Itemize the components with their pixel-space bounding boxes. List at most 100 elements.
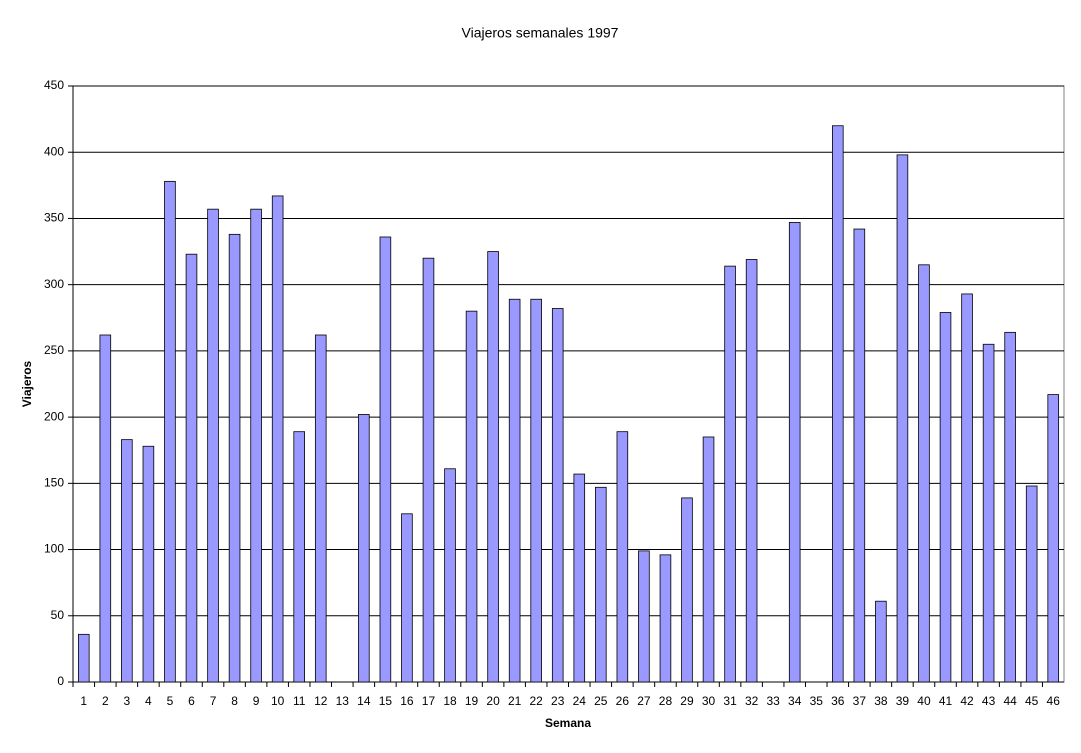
x-tick-label: 6 bbox=[188, 694, 195, 708]
x-tick-label: 45 bbox=[1025, 694, 1039, 708]
x-tick-label: 27 bbox=[637, 694, 651, 708]
bar bbox=[487, 251, 499, 683]
bar bbox=[164, 180, 176, 683]
y-tick-label: 50 bbox=[51, 608, 65, 622]
bar bbox=[918, 264, 930, 683]
bar bbox=[573, 473, 586, 683]
bar bbox=[724, 265, 736, 683]
bar bbox=[681, 497, 693, 683]
bar bbox=[551, 308, 564, 683]
x-tick-label: 41 bbox=[939, 694, 953, 708]
bar bbox=[616, 431, 629, 683]
x-tick-label: 20 bbox=[486, 694, 500, 708]
y-tick-label: 200 bbox=[44, 409, 64, 423]
bar bbox=[142, 445, 155, 683]
x-tick-label: 24 bbox=[573, 694, 587, 708]
bar bbox=[250, 208, 262, 683]
plot-area bbox=[72, 85, 1065, 683]
bar bbox=[1004, 331, 1016, 683]
x-tick-label: 16 bbox=[400, 694, 414, 708]
bar bbox=[379, 236, 392, 683]
x-tick-label: 37 bbox=[853, 694, 867, 708]
bar bbox=[422, 257, 435, 683]
bar bbox=[961, 293, 973, 683]
x-tick-label: 34 bbox=[788, 694, 802, 708]
x-tick-label: 22 bbox=[530, 694, 544, 708]
x-tick-label: 30 bbox=[702, 694, 716, 708]
bar bbox=[595, 486, 607, 683]
bar bbox=[121, 439, 133, 683]
bar bbox=[1025, 485, 1038, 683]
y-tick-label: 300 bbox=[44, 277, 64, 291]
x-tick-label: 43 bbox=[982, 694, 996, 708]
x-tick-label: 3 bbox=[124, 694, 131, 708]
x-tick-label: 5 bbox=[167, 694, 174, 708]
x-tick-label: 12 bbox=[314, 694, 328, 708]
chart-title: Viajeros semanales 1997 bbox=[462, 25, 619, 41]
x-tick-label: 42 bbox=[960, 694, 974, 708]
x-tick-label: 10 bbox=[271, 694, 285, 708]
x-tick-label: 28 bbox=[659, 694, 673, 708]
x-tick-label: 26 bbox=[616, 694, 630, 708]
y-tick-label: 400 bbox=[44, 144, 64, 158]
x-tick-label: 46 bbox=[1047, 694, 1061, 708]
x-tick-label: 39 bbox=[896, 694, 910, 708]
x-axis-title: Semana bbox=[545, 716, 591, 730]
bar bbox=[638, 550, 650, 683]
x-tick-label: 14 bbox=[357, 694, 371, 708]
bar bbox=[875, 600, 887, 683]
x-tick-label: 31 bbox=[723, 694, 737, 708]
x-tick-label: 35 bbox=[810, 694, 824, 708]
bar bbox=[185, 253, 198, 683]
bar bbox=[271, 195, 284, 683]
x-tick-label: 21 bbox=[508, 694, 522, 708]
bar bbox=[832, 125, 844, 683]
x-tick-label: 36 bbox=[831, 694, 845, 708]
y-tick-label: 250 bbox=[44, 343, 64, 357]
x-tick-label: 33 bbox=[766, 694, 780, 708]
x-tick-label: 13 bbox=[336, 694, 350, 708]
bar bbox=[788, 222, 801, 683]
x-tick-label: 38 bbox=[874, 694, 888, 708]
bar bbox=[293, 431, 305, 683]
x-tick-label: 8 bbox=[231, 694, 238, 708]
y-tick-label: 450 bbox=[44, 78, 64, 92]
y-tick-label: 100 bbox=[44, 542, 64, 556]
x-tick-label: 40 bbox=[917, 694, 931, 708]
x-tick-label: 17 bbox=[422, 694, 436, 708]
bar bbox=[358, 414, 370, 683]
bar bbox=[939, 312, 952, 683]
bar bbox=[444, 468, 456, 683]
bar bbox=[401, 513, 413, 683]
bar bbox=[465, 310, 478, 683]
x-tick-label: 7 bbox=[210, 694, 217, 708]
x-tick-label: 2 bbox=[102, 694, 109, 708]
y-tick-label: 0 bbox=[57, 674, 64, 688]
x-tick-label: 44 bbox=[1003, 694, 1017, 708]
x-tick-label: 18 bbox=[443, 694, 457, 708]
y-tick-label: 150 bbox=[44, 476, 64, 490]
bar bbox=[228, 233, 241, 683]
bar bbox=[508, 298, 521, 683]
bar bbox=[896, 154, 909, 683]
x-tick-label: 11 bbox=[293, 694, 306, 708]
x-tick-label: 32 bbox=[745, 694, 759, 708]
bar bbox=[745, 259, 758, 683]
bar bbox=[1047, 394, 1060, 683]
y-tick-label: 350 bbox=[44, 211, 64, 225]
x-tick-label: 4 bbox=[145, 694, 152, 708]
x-tick-label: 1 bbox=[80, 694, 87, 708]
x-tick-label: 23 bbox=[551, 694, 565, 708]
bar bbox=[314, 334, 327, 683]
x-tick-label: 15 bbox=[379, 694, 393, 708]
bar bbox=[77, 633, 90, 683]
y-axis-title: Viajeros bbox=[20, 360, 34, 407]
x-tick-label: 29 bbox=[680, 694, 694, 708]
bar bbox=[659, 554, 672, 683]
x-tick-label: 25 bbox=[594, 694, 608, 708]
bar bbox=[207, 208, 219, 683]
bar bbox=[99, 334, 112, 683]
bar bbox=[982, 343, 995, 683]
bar bbox=[853, 228, 866, 683]
